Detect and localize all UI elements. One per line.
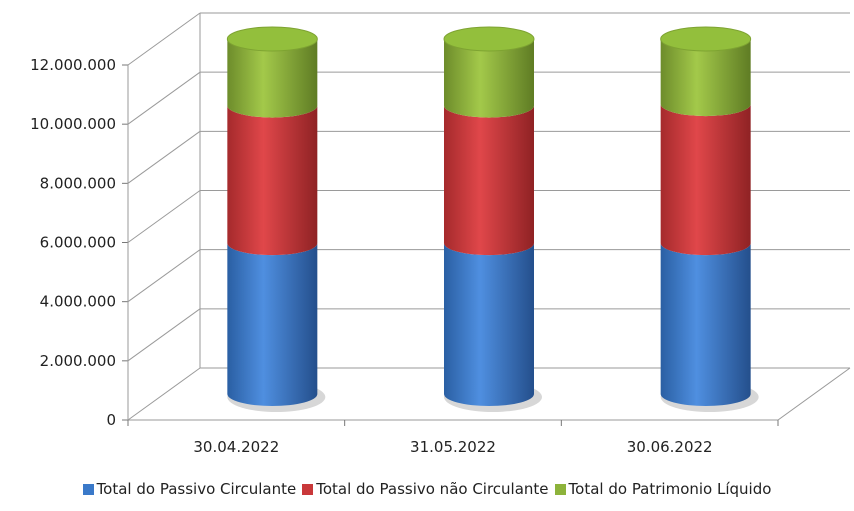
x-tick-label: 30.04.2022 xyxy=(193,438,279,456)
bar-segment xyxy=(444,105,534,256)
gridline-diagonal xyxy=(127,249,201,303)
bar-top-cap xyxy=(660,26,752,52)
bar-top-cap xyxy=(226,26,318,52)
gridline-diagonal xyxy=(127,130,201,184)
legend-item: Total do Passivo não Circulante xyxy=(302,480,549,498)
gridline-diagonal xyxy=(127,71,201,125)
bar-segment xyxy=(227,243,318,406)
y-tick-label: 12.000.000 xyxy=(30,56,116,74)
bar-segment xyxy=(660,243,751,407)
bar-segment xyxy=(444,39,534,118)
gridline-diagonal xyxy=(127,308,201,362)
legend-label: Total do Patrimonio Líquido xyxy=(568,480,772,498)
y-tick-label: 6.000.000 xyxy=(40,234,116,252)
legend-label: Total do Passivo não Circulante xyxy=(316,480,549,498)
chart-plot: 0 2.000.000 4.000.000 6.000.000 8.000.000 10.… xyxy=(30,12,851,456)
bar-segment xyxy=(227,39,318,118)
y-tick-label: 8.000.000 xyxy=(40,174,116,192)
gridline-diagonal xyxy=(127,190,201,243)
bar-segment xyxy=(660,104,751,256)
legend-item: Total do Passivo Circulante xyxy=(82,480,297,498)
bar-segment xyxy=(227,105,318,256)
bar-segment xyxy=(660,39,751,117)
legend-item: Total do Patrimonio Líquido xyxy=(554,480,772,498)
legend: Total do Passivo Circulante Total do Pas… xyxy=(0,480,854,498)
gridline-diagonal xyxy=(127,367,201,421)
x-tick-label: 31.05.2022 xyxy=(410,438,496,456)
legend-swatch-icon xyxy=(82,483,94,495)
y-tick-label: 2.000.000 xyxy=(40,352,116,370)
y-tick-label: 10.000.000 xyxy=(30,115,116,133)
legend-label: Total do Passivo Circulante xyxy=(96,480,297,498)
y-tick-label: 4.000.000 xyxy=(40,293,116,311)
legend-swatch-icon xyxy=(554,483,566,495)
x-tick-label: 30.06.2022 xyxy=(627,438,713,456)
bar-segment xyxy=(444,243,534,406)
y-tick-label: 0 xyxy=(106,411,116,429)
legend-swatch-icon xyxy=(302,483,314,495)
bar-top-cap xyxy=(443,26,535,52)
gridline-diagonal xyxy=(127,12,201,66)
